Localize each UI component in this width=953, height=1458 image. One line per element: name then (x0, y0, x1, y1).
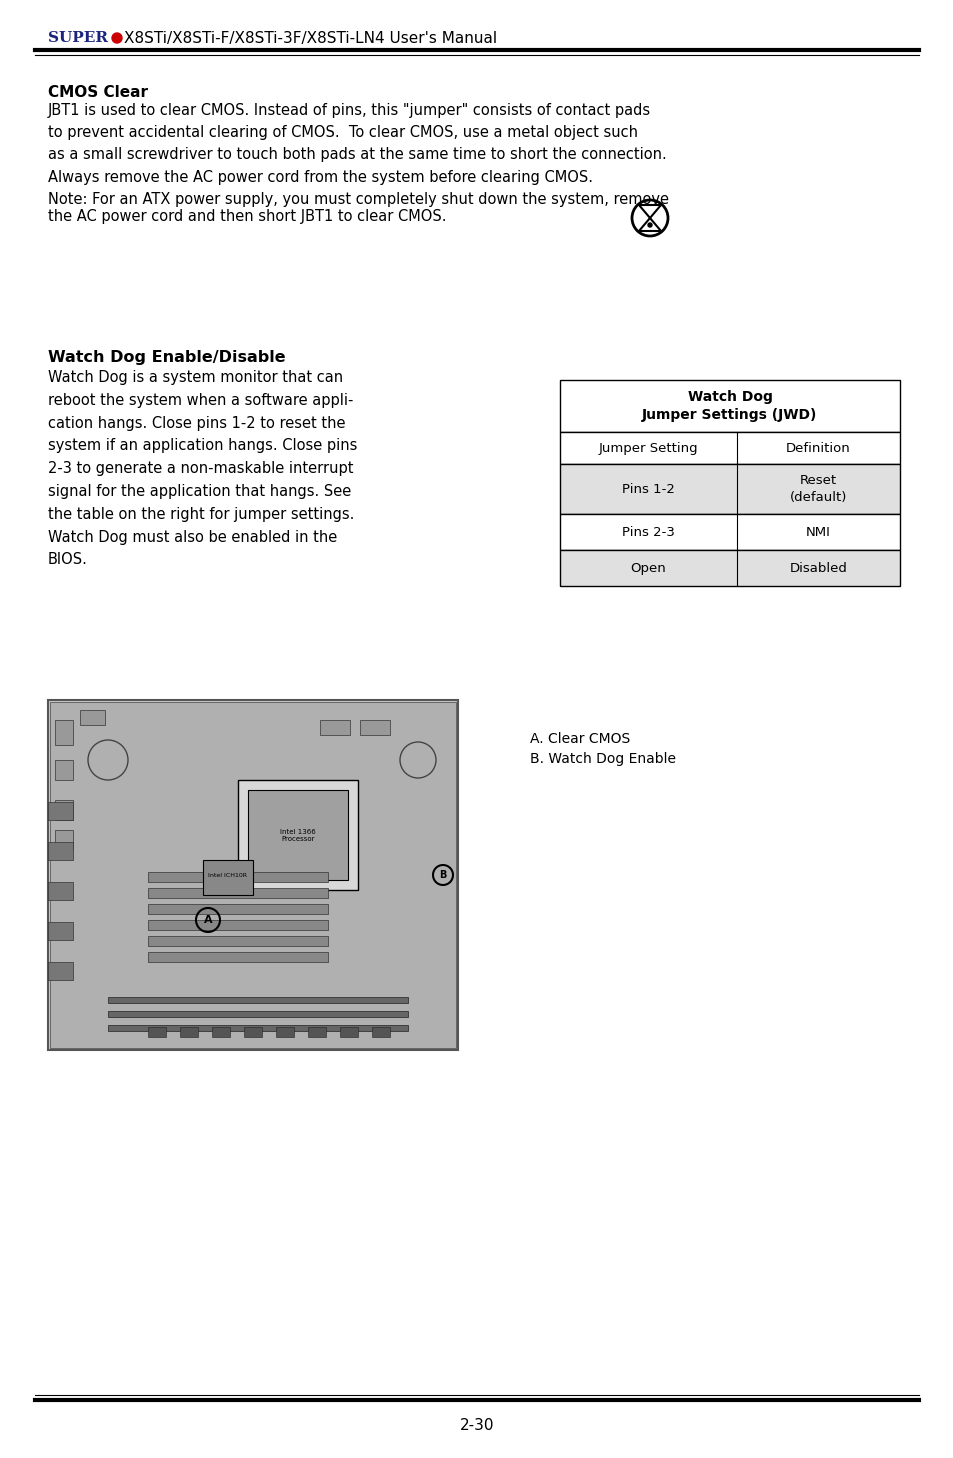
FancyBboxPatch shape (559, 515, 899, 550)
Text: Watch Dog
Jumper Settings (JWD): Watch Dog Jumper Settings (JWD) (641, 389, 817, 423)
Circle shape (647, 223, 651, 227)
FancyBboxPatch shape (559, 464, 899, 515)
Text: A. Clear CMOS: A. Clear CMOS (530, 732, 630, 746)
FancyBboxPatch shape (48, 962, 73, 980)
Text: Open: Open (630, 561, 665, 574)
FancyBboxPatch shape (48, 882, 73, 900)
FancyBboxPatch shape (339, 1026, 357, 1037)
FancyBboxPatch shape (148, 952, 328, 962)
FancyBboxPatch shape (148, 920, 328, 930)
FancyBboxPatch shape (148, 872, 328, 882)
FancyBboxPatch shape (308, 1026, 326, 1037)
FancyBboxPatch shape (80, 710, 105, 725)
FancyBboxPatch shape (559, 381, 899, 432)
Text: the AC power cord and then short JBT1 to clear CMOS.: the AC power cord and then short JBT1 to… (48, 208, 446, 225)
Text: NMI: NMI (805, 525, 830, 538)
Text: A: A (204, 916, 213, 924)
Text: Note: For an ATX power supply, you must completely shut down the system, remove: Note: For an ATX power supply, you must … (48, 192, 668, 207)
Text: JBT1 is used to clear CMOS. Instead of pins, this "jumper" consists of contact p: JBT1 is used to clear CMOS. Instead of p… (48, 104, 666, 185)
Text: Watch Dog Enable/Disable: Watch Dog Enable/Disable (48, 350, 285, 364)
FancyBboxPatch shape (48, 802, 73, 819)
Text: X8STi/X8STi-F/X8STi-3F/X8STi-LN4 User's Manual: X8STi/X8STi-F/X8STi-3F/X8STi-LN4 User's … (124, 31, 497, 45)
FancyBboxPatch shape (148, 936, 328, 946)
Text: Intel ICH10R: Intel ICH10R (209, 873, 247, 878)
FancyBboxPatch shape (212, 1026, 230, 1037)
Text: Intel 1366
Processor: Intel 1366 Processor (280, 828, 315, 841)
Text: Reset
(default): Reset (default) (789, 474, 846, 504)
FancyBboxPatch shape (108, 997, 408, 1003)
FancyBboxPatch shape (148, 1026, 166, 1037)
Text: Disabled: Disabled (789, 561, 846, 574)
FancyBboxPatch shape (372, 1026, 390, 1037)
FancyBboxPatch shape (248, 790, 348, 881)
FancyBboxPatch shape (55, 830, 73, 850)
Text: Pins 2-3: Pins 2-3 (621, 525, 674, 538)
FancyBboxPatch shape (48, 843, 73, 860)
FancyBboxPatch shape (55, 760, 73, 780)
FancyBboxPatch shape (148, 904, 328, 914)
FancyBboxPatch shape (48, 700, 457, 1050)
Circle shape (112, 34, 122, 42)
FancyBboxPatch shape (180, 1026, 198, 1037)
FancyBboxPatch shape (48, 921, 73, 940)
Text: Definition: Definition (785, 442, 850, 455)
FancyBboxPatch shape (55, 720, 73, 745)
FancyBboxPatch shape (237, 780, 357, 889)
FancyBboxPatch shape (108, 1010, 408, 1018)
Text: B. Watch Dog Enable: B. Watch Dog Enable (530, 752, 676, 765)
Text: 2-30: 2-30 (459, 1417, 494, 1433)
FancyBboxPatch shape (55, 800, 73, 819)
Text: CMOS Clear: CMOS Clear (48, 85, 148, 101)
FancyBboxPatch shape (108, 1025, 408, 1031)
FancyBboxPatch shape (203, 860, 253, 895)
FancyBboxPatch shape (559, 432, 899, 464)
Text: B: B (438, 870, 446, 881)
FancyBboxPatch shape (359, 720, 390, 735)
Text: SUPER: SUPER (48, 31, 108, 45)
Text: Watch Dog is a system monitor that can
reboot the system when a software appli-
: Watch Dog is a system monitor that can r… (48, 370, 357, 567)
Text: Pins 1-2: Pins 1-2 (621, 483, 674, 496)
FancyBboxPatch shape (559, 550, 899, 586)
FancyBboxPatch shape (275, 1026, 294, 1037)
FancyBboxPatch shape (50, 701, 456, 1048)
Text: Jumper Setting: Jumper Setting (598, 442, 698, 455)
FancyBboxPatch shape (148, 888, 328, 898)
FancyBboxPatch shape (244, 1026, 262, 1037)
FancyBboxPatch shape (319, 720, 350, 735)
